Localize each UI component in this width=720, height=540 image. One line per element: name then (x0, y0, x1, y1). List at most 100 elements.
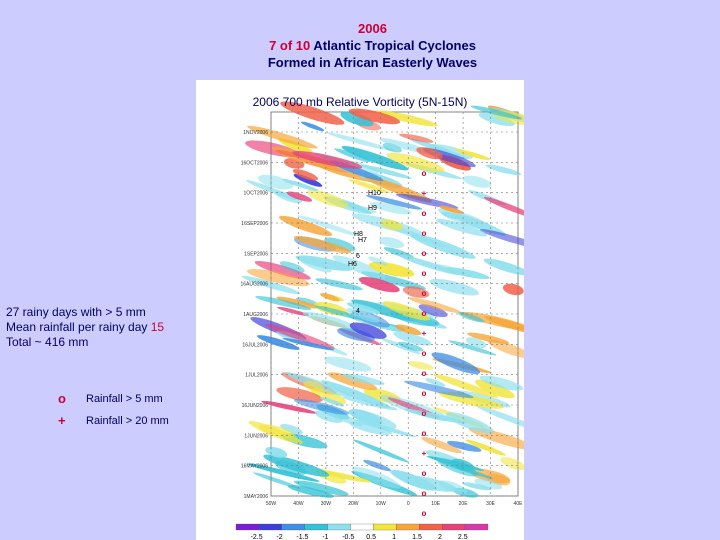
rain-marker: o (422, 429, 427, 438)
vorticity-blob (261, 400, 318, 414)
vorticity-blob (326, 132, 394, 151)
vorticity-blob (295, 297, 319, 306)
vorticity-blob (241, 275, 301, 295)
panel-title: 2006 700 mb Relative Vorticity (5N-15N) (252, 95, 468, 109)
vorticity-blob (253, 472, 300, 489)
colorbar-swatch (258, 523, 282, 531)
vorticity-blob (366, 194, 423, 210)
vorticity-blob (407, 361, 434, 370)
vorticity-blob (479, 229, 524, 251)
y-tick-label: 16AUG2006 (240, 282, 268, 288)
vorticity-blob (438, 205, 464, 214)
legend-label-5mm: Rainfall > 5 mm (86, 392, 163, 405)
legend-rain-5mm: o Rainfall > 5 mm (58, 391, 163, 406)
vorticity-blob (445, 267, 490, 280)
storm-label: H6 (348, 261, 357, 268)
vorticity-blob (352, 439, 409, 463)
vorticity-blob (399, 133, 434, 143)
y-tick-label: 1MAY2006 (244, 494, 269, 500)
vorticity-blob (327, 372, 378, 391)
vorticity-blob (474, 478, 503, 490)
storm-label: 4 (356, 308, 360, 315)
vorticity-blob (320, 292, 340, 302)
vorticity-blob (280, 424, 303, 435)
colorbar-label: 1.5 (412, 534, 422, 540)
vorticity-blob (455, 149, 491, 161)
mean-rainfall-line: Mean rainfall per rainy day 15 (6, 320, 164, 335)
rain-marker: o (422, 509, 427, 518)
vorticity-blob (485, 164, 522, 176)
vorticity-blob (247, 463, 320, 482)
vorticity-blob (314, 410, 343, 423)
colorbar-label: -1.5 (296, 534, 308, 540)
vorticity-blob (343, 203, 377, 214)
vorticity-blob (383, 301, 431, 321)
vorticity-blob (448, 340, 497, 356)
vorticity-blob (341, 146, 409, 171)
vorticity-blob (418, 304, 448, 318)
rain-marker: o (422, 169, 427, 178)
colorbar-swatch (442, 523, 466, 531)
vorticity-blob (348, 409, 397, 429)
colorbar-label: 1 (392, 534, 396, 540)
vorticity-blob (502, 283, 524, 296)
vorticity-blob (500, 457, 524, 471)
vorticity-blob (488, 340, 524, 359)
colorbar-swatch (327, 523, 351, 531)
title-line-3: Formed in African Easterly Waves (267, 55, 478, 70)
rainy-days-text: 27 rainy days with > 5 mm (6, 305, 146, 319)
title-line-2: 7 of 10 Atlantic Tropical Cyclones (0, 37, 720, 54)
plus-marker-icon: + (58, 413, 66, 428)
title-year: 2006 (358, 21, 387, 36)
vorticity-blob (265, 323, 335, 349)
storm-label: 6 (356, 253, 360, 260)
y-tick-label: 16OCT2006 (241, 160, 268, 166)
vorticity-blob (426, 456, 484, 471)
vorticity-blob (301, 121, 325, 132)
y-tick-label: 1NOV2006 (243, 130, 268, 136)
vorticity-blob (398, 254, 460, 275)
vorticity-blob (287, 485, 334, 498)
colorbar-swatch (373, 523, 397, 531)
vorticity-blob (478, 112, 515, 127)
y-tick-label: 16JUL2006 (242, 342, 268, 348)
vorticity-blob (462, 175, 492, 188)
vorticity-blob (247, 125, 318, 149)
mean-rainfall-value: 15 (150, 320, 165, 334)
vorticity-blob (395, 193, 459, 209)
vorticity-hovmoller-chart: 50W 40W 30W 20W 10W 0 10E 20E 30E 40E 1NOV2006 16OC… (235, 101, 524, 540)
rainfall-summary: 27 rainy days with > 5 mm Mean rainfall … (6, 305, 164, 350)
vorticity-blob (324, 237, 356, 252)
vorticity-blob (302, 311, 359, 330)
rain-marker: o (422, 369, 427, 378)
vorticity-blob (431, 352, 481, 375)
x-tick-label: 30W (321, 501, 332, 507)
vorticity-blob (275, 150, 305, 159)
vorticity-blob (348, 179, 390, 194)
vorticity-blob (324, 356, 372, 372)
y-tick-label: 16MAY2006 (241, 464, 268, 470)
colorbar-swatch (464, 523, 489, 531)
vorticity-blob (348, 108, 401, 125)
vorticity-blob (421, 437, 462, 454)
legend-rain-20mm: + Rainfall > 20 mm (58, 413, 169, 428)
hovmoller-panel: 50W 40W 30W 20W 10W 0 10E 20E 30E 40E 1NOV2006 16OC… (196, 80, 524, 540)
vorticity-field (241, 101, 524, 498)
vorticity-blob (465, 439, 506, 456)
vorticity-blob (441, 211, 461, 220)
vorticity-blob (286, 191, 313, 202)
colorbar-swatch (350, 523, 374, 531)
vorticity-blob (354, 419, 416, 438)
rain-marker: o (422, 249, 427, 258)
vorticity-blob (293, 173, 323, 187)
colorbar-label: -2.5 (251, 534, 263, 540)
colorbar-label: 2.5 (458, 534, 468, 540)
vorticity-blob (257, 174, 294, 190)
vorticity-blob (404, 380, 474, 399)
y-tick-label: 16SEP2006 (241, 221, 268, 227)
storm-label: H10 (368, 190, 381, 197)
colorbar-label: 2 (438, 534, 442, 540)
vorticity-blob (393, 331, 432, 346)
vorticity-blob (368, 261, 415, 277)
vorticity-blob (349, 421, 392, 435)
